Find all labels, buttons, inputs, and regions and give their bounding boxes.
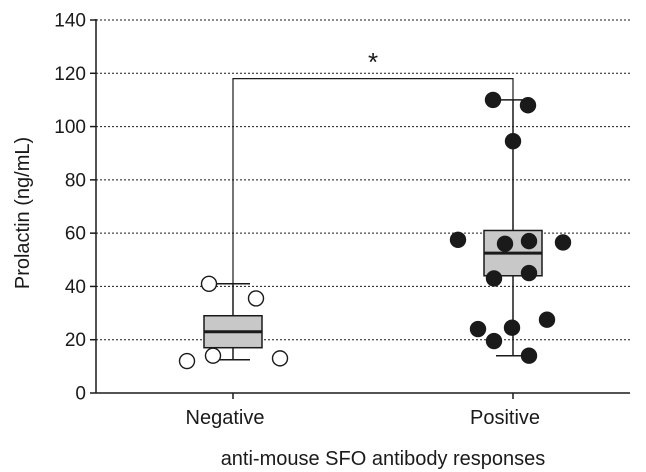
data-point-open	[271, 350, 289, 367]
data-point-filled	[520, 264, 538, 282]
y-tick-label: 100	[54, 117, 86, 138]
significance-bracket: *	[232, 47, 514, 284]
data-point-filled	[449, 231, 467, 249]
data-point-open	[204, 347, 222, 364]
x-tick-label: Positive	[470, 407, 540, 429]
significance-star: *	[368, 47, 378, 77]
data-point-filled	[469, 320, 487, 338]
y-tick-label: 120	[54, 64, 86, 85]
y-tick-label: 140	[54, 11, 86, 32]
axes: 0 20 40 60 80 100 120 140 Negative Positive	[54, 11, 630, 429]
y-tick-label: 0	[75, 384, 86, 405]
data-point-filled	[503, 319, 521, 336]
y-tick-label: 40	[65, 277, 86, 298]
x-axis-title: anti-mouse SFO antibody responses	[221, 448, 546, 470]
data-point-filled	[520, 232, 538, 250]
data-point-filled	[485, 332, 503, 350]
y-tick-label: 80	[65, 170, 86, 191]
y-tick-label: 60	[65, 224, 86, 245]
y-axis-title: Prolactin (ng/mL)	[12, 137, 34, 289]
data-point-filled	[484, 91, 502, 109]
data-point-open	[178, 352, 196, 370]
data-points	[178, 91, 572, 370]
data-point-filled	[485, 270, 503, 287]
data-point-filled	[519, 97, 537, 114]
data-point-filled	[496, 235, 514, 253]
data-point-open	[247, 290, 265, 307]
boxes	[203, 99, 543, 361]
data-point-open	[200, 275, 218, 292]
gridlines	[96, 19, 630, 341]
data-point-filled	[538, 311, 556, 328]
data-point-filled	[554, 234, 572, 251]
data-point-filled	[520, 347, 538, 364]
bracket-line	[232, 78, 514, 284]
data-point-filled	[504, 133, 522, 150]
x-tick-label: Negative	[186, 407, 265, 429]
y-tick-label: 20	[65, 330, 86, 351]
labels: Prolactin (ng/mL) anti-mouse SFO antibod…	[12, 137, 545, 470]
